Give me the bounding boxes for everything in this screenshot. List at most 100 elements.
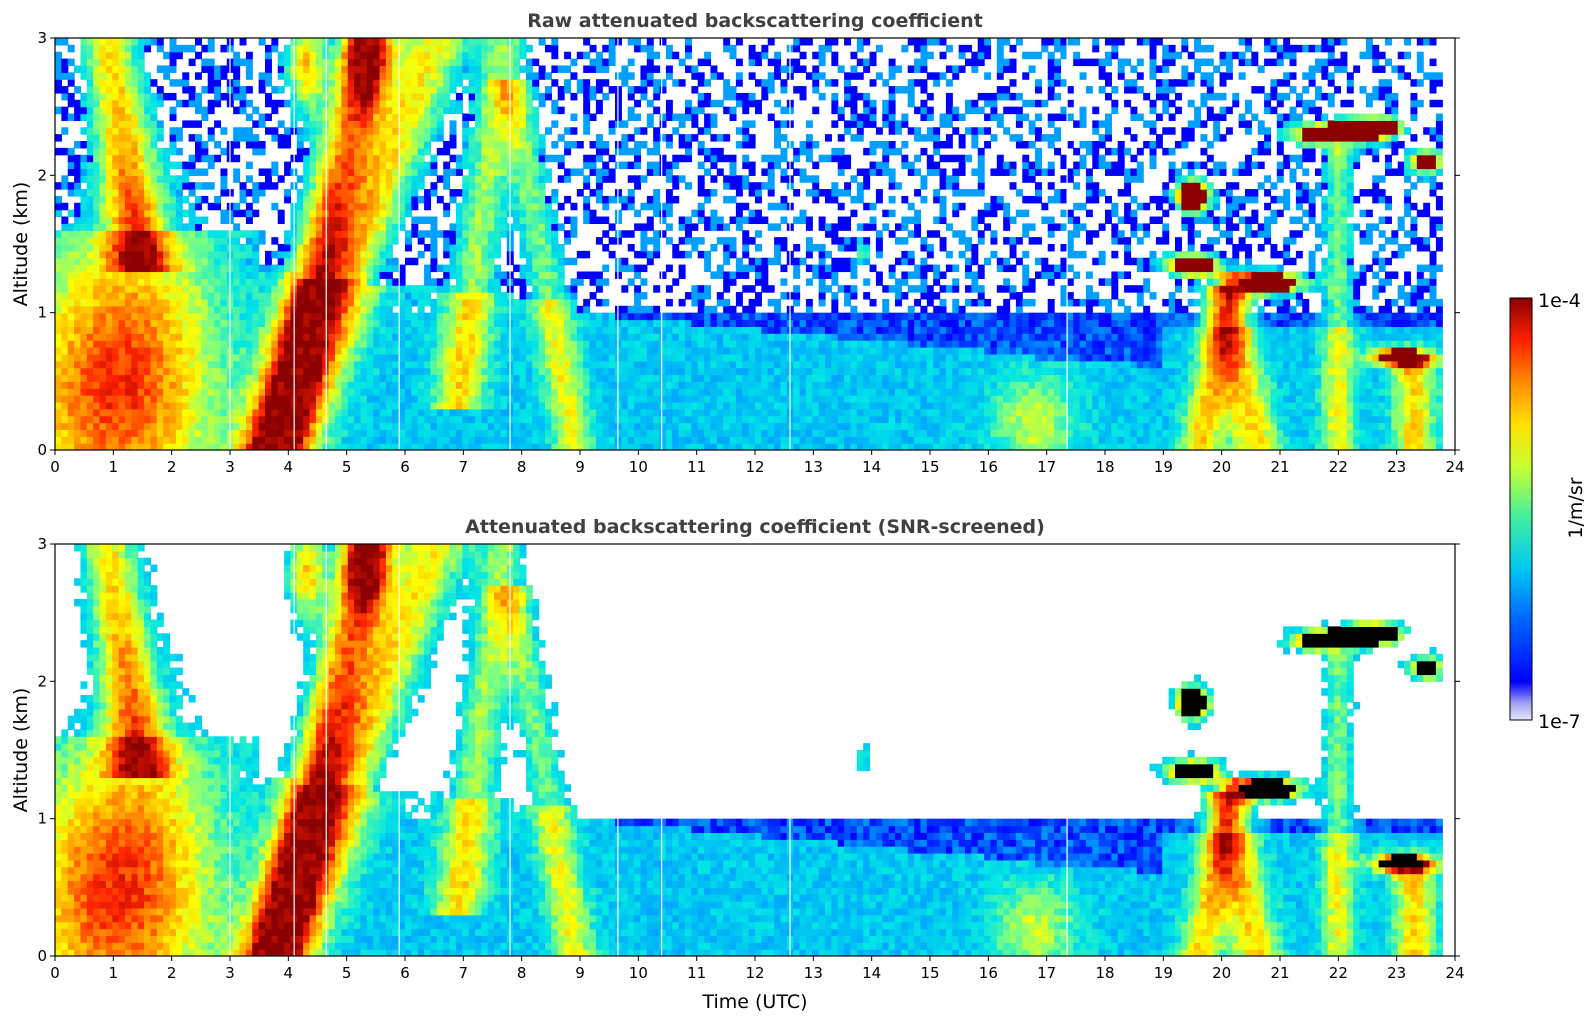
heatmap-cell — [487, 141, 495, 149]
heatmap-cell — [360, 319, 368, 327]
heatmap-cell — [233, 360, 241, 369]
heatmap-cell — [252, 388, 260, 396]
heatmap-cell — [462, 147, 470, 156]
heatmap-cell — [93, 388, 101, 396]
heatmap-cell — [341, 72, 349, 80]
heatmap-cell — [163, 278, 171, 286]
heatmap-cell — [424, 51, 432, 60]
heatmap-cell — [112, 223, 120, 231]
heatmap-cell — [245, 264, 253, 273]
heatmap-cell — [385, 38, 393, 46]
heatmap-cell — [665, 209, 673, 218]
heatmap-cell — [61, 298, 69, 307]
heatmap-cell — [385, 388, 393, 396]
heatmap-cell — [481, 305, 489, 314]
heatmap-cell — [182, 415, 190, 424]
heatmap-cell — [214, 202, 222, 211]
heatmap-cell — [468, 44, 476, 53]
heatmap-cell — [118, 58, 126, 67]
heatmap-cell — [335, 395, 342, 403]
heatmap-cell — [481, 347, 489, 355]
heatmap-cell — [576, 340, 584, 348]
heatmap-cell — [665, 72, 673, 80]
heatmap-cell — [112, 237, 120, 245]
heatmap-cell — [112, 120, 120, 128]
heatmap-cell — [271, 367, 279, 376]
heatmap-cell — [354, 250, 362, 259]
heatmap-cell — [589, 44, 597, 53]
heatmap-cell — [137, 388, 145, 396]
heatmap-cell — [494, 271, 502, 279]
heatmap-cell — [627, 388, 635, 396]
heatmap-cell — [105, 175, 113, 183]
heatmap-cell — [443, 38, 451, 46]
heatmap-cell — [500, 223, 508, 231]
heatmap-cell — [513, 127, 521, 135]
heatmap-cell — [347, 264, 355, 273]
heatmap-cell — [93, 271, 101, 279]
heatmap-cell — [564, 257, 572, 266]
heatmap-cell — [430, 298, 438, 307]
heatmap-cell — [150, 326, 158, 334]
heatmap-cell — [678, 333, 686, 341]
heatmap-cell — [545, 230, 552, 238]
heatmap-cell — [685, 230, 692, 238]
heatmap-cell — [653, 202, 661, 211]
heatmap-cell — [86, 216, 94, 224]
heatmap-cell — [67, 237, 75, 245]
heatmap-cell — [417, 408, 425, 417]
heatmap-cell — [195, 367, 202, 376]
heatmap-cell — [500, 65, 508, 73]
heatmap-cell — [405, 436, 412, 444]
heatmap-cell — [144, 38, 152, 46]
heatmap-cell — [105, 436, 113, 444]
heatmap-cell — [678, 250, 686, 259]
heatmap-cell — [55, 72, 62, 80]
heatmap-cell — [430, 360, 438, 369]
heatmap-cell — [245, 257, 253, 266]
heatmap-cell — [385, 271, 393, 279]
heatmap-cell — [373, 353, 381, 362]
heatmap-cell — [557, 347, 565, 355]
heatmap-cell — [112, 374, 120, 382]
heatmap-cell — [182, 230, 190, 238]
heatmap-cell — [494, 141, 502, 149]
heatmap-cell — [405, 305, 412, 314]
heatmap-cell — [252, 408, 260, 417]
heatmap-cell — [487, 305, 495, 314]
heatmap-cell — [61, 395, 69, 403]
heatmap-cell — [125, 305, 132, 314]
heatmap-cell — [462, 120, 470, 128]
heatmap-cell — [532, 58, 540, 67]
heatmap-cell — [80, 154, 88, 163]
heatmap-cell — [385, 257, 393, 266]
heatmap-cell — [385, 415, 393, 424]
heatmap-cell — [341, 264, 349, 273]
heatmap-cell — [303, 401, 311, 410]
heatmap-cell — [462, 244, 470, 252]
heatmap-cell — [373, 209, 381, 218]
heatmap-cell — [347, 189, 355, 197]
heatmap-cell — [74, 230, 82, 238]
heatmap-cell — [105, 147, 113, 156]
heatmap-cell — [564, 175, 572, 183]
heatmap-cell — [354, 120, 362, 128]
heatmap-cell — [532, 429, 540, 437]
heatmap-cell — [347, 347, 355, 355]
heatmap-cell — [74, 271, 82, 279]
heatmap-cell — [131, 422, 139, 430]
heatmap-cell — [366, 360, 374, 369]
heatmap-cell — [207, 58, 215, 67]
heatmap-cell — [525, 305, 533, 314]
heatmap-cell — [118, 305, 126, 314]
heatmap-cell — [576, 168, 584, 176]
heatmap-cell — [207, 182, 215, 190]
heatmap-cell — [328, 319, 336, 327]
heatmap-cell — [354, 436, 362, 444]
heatmap-cell — [373, 443, 381, 450]
heatmap-cell — [125, 257, 132, 266]
heatmap-cell — [360, 298, 368, 307]
heatmap-cell — [449, 443, 457, 450]
heatmap-cell — [144, 182, 152, 190]
heatmap-cell — [443, 202, 451, 211]
